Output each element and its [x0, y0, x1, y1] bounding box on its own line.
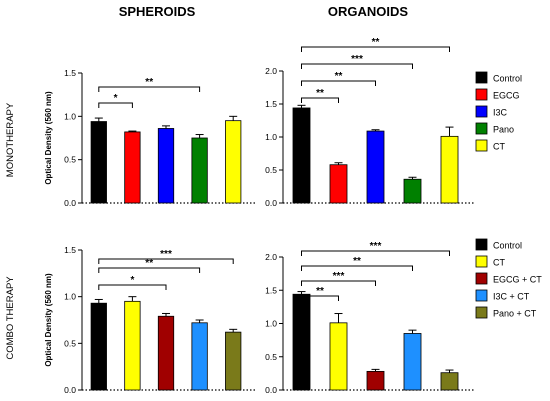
- significance-label: **: [145, 258, 153, 269]
- bar-control: [90, 121, 107, 204]
- y-axis-label: Optical Density (560 nm): [44, 273, 53, 367]
- legend-swatch: [475, 105, 488, 118]
- significance-bracket: [98, 102, 133, 108]
- legend-label: Pano: [493, 125, 514, 135]
- bar-ct: [225, 120, 242, 204]
- significance-label: ***: [370, 241, 382, 252]
- significance-label: ***: [351, 54, 363, 65]
- y-tick-label: 0.5: [64, 338, 76, 348]
- significance-bracket: [98, 267, 201, 273]
- significance-label: *: [130, 275, 134, 286]
- significance-bracket: [301, 46, 450, 52]
- y-tick-label: 0.5: [265, 165, 277, 175]
- significance-label: **: [335, 71, 343, 82]
- bar-ct: [440, 135, 459, 204]
- bar-i3c: [157, 128, 175, 204]
- y-tick-label: 0.0: [265, 385, 277, 395]
- significance-label: ***: [333, 271, 345, 282]
- significance-label: **: [372, 37, 380, 48]
- significance-bracket: [301, 97, 339, 103]
- y-tick-label: 0.5: [64, 155, 76, 165]
- legend-swatch: [475, 122, 488, 135]
- bar-i3c: [366, 130, 385, 204]
- legend-label: EGCG + CT: [493, 275, 542, 285]
- significance-bracket: [301, 250, 450, 256]
- significance-label: **: [353, 256, 361, 267]
- significance-bracket: [301, 280, 376, 286]
- y-tick-label: 0.0: [265, 198, 277, 208]
- chart-panel-monotherapy-organoids: 0.00.51.01.52.0*********: [265, 37, 474, 208]
- legend-combo-therapy: Control CT EGCG + CT I3C + CT Pano + CT: [475, 238, 542, 319]
- y-tick-label: 1.5: [64, 245, 76, 255]
- legend-monotherapy: Control EGCG I3C Pano CT: [475, 71, 522, 152]
- y-tick-label: 1.5: [64, 68, 76, 78]
- y-tick-label: 1.0: [265, 319, 277, 329]
- legend-swatch: [475, 238, 488, 251]
- bar-egcg: [329, 164, 348, 204]
- bar-pano-ct: [440, 372, 459, 391]
- y-tick-label: 1.0: [265, 132, 277, 142]
- legend-swatch: [475, 139, 488, 152]
- significance-label: ***: [160, 249, 172, 260]
- row-header-monotherapy: MONOTHERAPY: [5, 102, 16, 177]
- y-tick-label: 1.5: [265, 99, 277, 109]
- legend-label: I3C: [493, 108, 508, 118]
- legend-swatch: [475, 272, 488, 285]
- significance-label: **: [316, 88, 324, 99]
- legend-label: EGCG: [493, 91, 520, 101]
- bar-i3c-ct: [191, 322, 208, 391]
- bar-pano: [191, 137, 208, 204]
- bar-egcg: [124, 131, 141, 204]
- significance-bracket: [301, 80, 376, 86]
- column-header-organoids: ORGANOIDS: [328, 4, 409, 19]
- legend-swatch: [475, 88, 488, 101]
- bar-egcg-ct: [366, 370, 385, 391]
- significance-bracket: [98, 86, 201, 92]
- significance-label: **: [145, 77, 153, 88]
- significance-label: *: [114, 93, 118, 104]
- significance-bracket: [301, 265, 413, 271]
- legend-label: CT: [493, 258, 505, 268]
- y-tick-label: 2.0: [265, 66, 277, 76]
- column-header-spheroids: SPHEROIDS: [119, 4, 196, 19]
- legend-label: I3C + CT: [493, 292, 530, 302]
- legend-label: Control: [493, 74, 522, 84]
- y-tick-label: 2.0: [265, 252, 277, 262]
- y-tick-label: 1.0: [64, 292, 76, 302]
- y-tick-label: 0.5: [265, 352, 277, 362]
- legend-swatch: [475, 255, 488, 268]
- y-tick-label: 0.0: [64, 385, 76, 395]
- significance-label: **: [316, 286, 324, 297]
- chart-panel-combo-organoids: 0.00.51.01.52.0**********: [265, 241, 474, 395]
- bar-control: [292, 107, 311, 204]
- bar-i3c-ct: [403, 333, 422, 391]
- significance-bracket: [301, 63, 413, 69]
- legend-swatch: [475, 289, 488, 302]
- bar-egcg-ct: [157, 315, 175, 391]
- significance-bracket: [301, 295, 339, 301]
- legend-label: CT: [493, 142, 505, 152]
- bar-ct: [124, 300, 141, 391]
- bar-control: [90, 302, 107, 391]
- y-tick-label: 1.0: [64, 111, 76, 121]
- legend-label: Pano + CT: [493, 309, 537, 319]
- bar-control: [292, 293, 311, 391]
- significance-bracket: [98, 258, 234, 264]
- legend-swatch: [475, 71, 488, 84]
- bar-ct: [329, 322, 348, 391]
- legend-label: Control: [493, 241, 522, 251]
- y-tick-label: 1.5: [265, 285, 277, 295]
- y-tick-label: 0.0: [64, 198, 76, 208]
- bar-pano: [403, 178, 422, 204]
- y-axis-label: Optical Density (560 nm): [44, 91, 53, 185]
- significance-bracket: [98, 284, 167, 290]
- row-header-combo-therapy: COMBO THERAPY: [5, 276, 16, 360]
- bar-pano-ct: [225, 331, 242, 391]
- legend-swatch: [475, 306, 488, 319]
